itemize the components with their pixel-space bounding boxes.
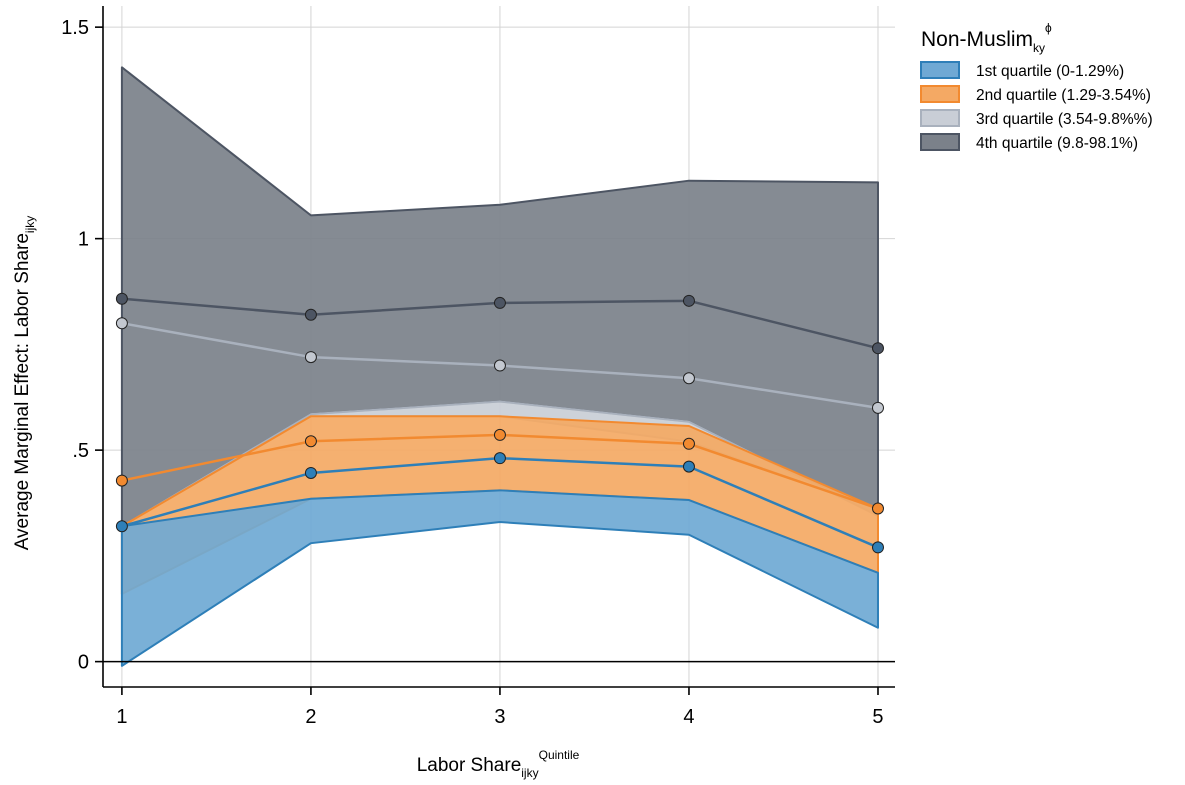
point-series-1-x4 — [682, 460, 695, 473]
legend-label-2: 2nd quartile (1.29-3.54%) — [976, 87, 1151, 104]
y-tick-label-4: 1.5 — [61, 17, 89, 39]
y-tick-label-2: .5 — [72, 440, 89, 462]
point-series-1-x1 — [115, 520, 128, 533]
point-series-2-x1 — [115, 474, 128, 487]
legend-swatch-4 — [920, 133, 960, 151]
legend-swatch-3 — [920, 109, 960, 127]
point-series-1-x3 — [493, 452, 506, 465]
x-tick-label-2: 2 — [305, 706, 316, 728]
y-tick-labels: 0 .5 1 1.5 — [61, 17, 103, 674]
y-tick-label-3: 1 — [78, 229, 89, 251]
point-series-4-x3 — [493, 296, 506, 309]
point-series-4-x4 — [682, 294, 695, 307]
legend-title-text: Non-Muslim — [921, 28, 1033, 51]
legend-title-sup: ϕ — [1045, 21, 1052, 35]
point-series-3-x2 — [304, 351, 317, 364]
x-tick-label-5: 5 — [872, 706, 883, 728]
x-axis-title-text: Labor Share — [417, 755, 522, 776]
legend-label-3: 3rd quartile (3.54-9.8%%) — [976, 111, 1153, 128]
legend-items: 1st quartile (0-1.29%) 2nd quartile (1.29… — [920, 61, 1153, 152]
legend-swatch-2 — [920, 85, 960, 103]
y-axis-title: Average Marginal Effect: Labor Shareijky — [12, 216, 37, 551]
legend-title-sub: ky — [1033, 41, 1045, 55]
legend: Non-Muslimkyϕ 1st quartile (0-1.29%) 2nd … — [920, 21, 1153, 152]
point-series-4-x2 — [304, 308, 317, 321]
x-tick-label-4: 4 — [683, 706, 694, 728]
x-axis-title-sup: Quintile — [539, 748, 580, 762]
point-series-1-x5 — [871, 541, 884, 554]
point-series-3-x3 — [493, 359, 506, 372]
x-tick-label-3: 3 — [494, 706, 505, 728]
series-points — [115, 292, 884, 554]
legend-label-4: 4th quartile (9.8-98.1%) — [976, 135, 1138, 152]
y-axis-title-sub: ijky — [23, 216, 37, 233]
point-series-2-x2 — [304, 435, 317, 448]
x-axis-title-sub: ijky — [521, 766, 538, 780]
legend-swatch-1 — [920, 61, 960, 79]
point-series-2-x5 — [871, 502, 884, 515]
band-series-1 — [120, 489, 879, 667]
axes — [102, 6, 895, 688]
point-series-3-x4 — [682, 372, 695, 385]
x-tick-label-1: 1 — [116, 706, 127, 728]
y-tick-label-1: 0 — [78, 652, 89, 674]
legend-label-1: 1st quartile (0-1.29%) — [976, 63, 1124, 80]
x-tick-labels: 1 2 3 4 5 — [116, 687, 884, 728]
x-axis-title: Labor ShareijkyQuintile — [417, 748, 580, 780]
point-series-4-x1 — [115, 292, 128, 305]
point-series-2-x4 — [682, 437, 695, 450]
point-series-2-x3 — [493, 428, 506, 441]
y-axis-title-text: Average Marginal Effect: Labor Share — [12, 233, 33, 550]
point-series-1-x2 — [304, 466, 317, 479]
point-series-4-x5 — [871, 342, 884, 355]
point-series-3-x5 — [871, 401, 884, 414]
point-series-3-x1 — [115, 317, 128, 330]
legend-title: Non-Muslimkyϕ — [921, 21, 1052, 55]
